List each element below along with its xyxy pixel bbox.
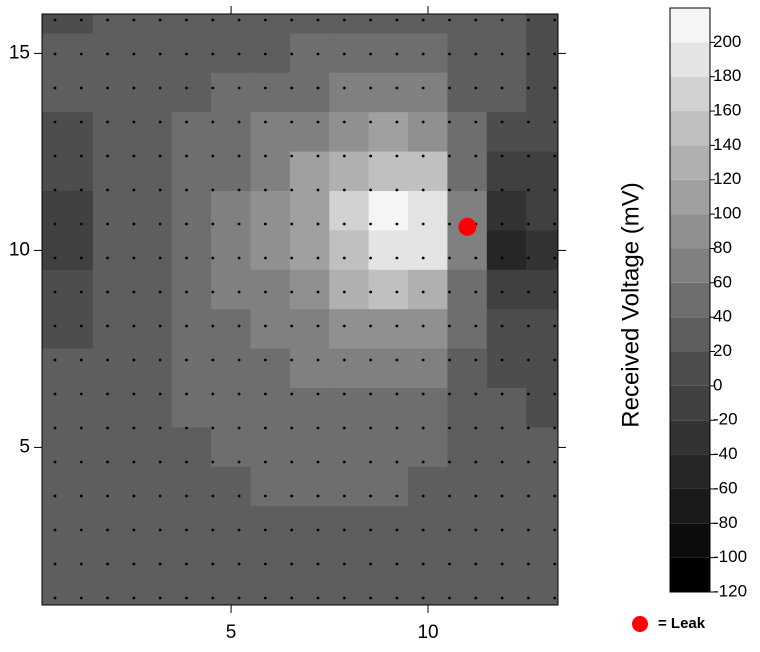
colorbar-band xyxy=(670,248,710,283)
colorbar-tick-label: 100 xyxy=(713,204,741,223)
colorbar-tick-label: -120 xyxy=(713,581,747,600)
colorbar-band xyxy=(670,523,710,558)
colorbar-band xyxy=(670,454,710,489)
colorbar-tick-label: 0 xyxy=(713,375,722,394)
colorbar-band xyxy=(670,282,710,318)
x-tick-label: 5 xyxy=(226,622,237,643)
colorbar-tick-label: 180 xyxy=(713,66,741,85)
leak-legend-label: = Leak xyxy=(658,615,706,632)
colorbar-band xyxy=(670,145,710,180)
x-tick-label: 10 xyxy=(417,622,438,643)
colorbar-tick-label: 200 xyxy=(713,32,741,51)
colorbar-tick-label: 160 xyxy=(713,101,741,120)
colorbar-tick-label: -60 xyxy=(713,478,738,497)
colorbar-band xyxy=(670,351,710,386)
plot-frame xyxy=(41,13,559,606)
colorbar-band xyxy=(670,420,710,455)
measurement-grid xyxy=(42,14,558,605)
axes: 5 10 5 10 15 xyxy=(9,6,648,643)
colorbar-band xyxy=(670,8,710,43)
y-tick-label: 10 xyxy=(9,239,30,260)
colorbar-tick-label: -20 xyxy=(713,410,738,429)
colorbar: -120 -100 -80 -60 -40 -20 0 20 40 60 80 100 120 140 16… xyxy=(669,7,747,600)
colorbar-band xyxy=(670,76,710,112)
colorbar-band xyxy=(670,385,710,421)
colorbar-band xyxy=(670,488,710,524)
colorbar-tick-label: 20 xyxy=(713,341,732,360)
y-tick-label: 15 xyxy=(9,42,30,63)
colorbar-band xyxy=(670,557,710,592)
colorbar-tick-label: 140 xyxy=(713,135,741,154)
colorbar-label: Received Voltage (mV) xyxy=(617,182,644,427)
colorbar-band xyxy=(670,317,710,352)
colorbar-tick-label: -40 xyxy=(713,444,738,463)
colorbar-tick-label: 120 xyxy=(713,169,741,188)
colorbar-tick-label: -100 xyxy=(713,547,747,566)
leak-marker xyxy=(458,217,477,236)
colorbar-frame xyxy=(669,7,711,593)
colorbar-tick-label: 40 xyxy=(713,307,732,326)
colorbar-band xyxy=(670,42,710,77)
colorbar-band xyxy=(670,179,710,215)
y-tick-label: 5 xyxy=(19,436,30,457)
colorbar-tick-label: 60 xyxy=(713,272,732,291)
leak-legend-marker xyxy=(632,616,648,632)
colorbar-tick-label: -80 xyxy=(713,513,738,532)
colorbar-tick-label: 80 xyxy=(713,238,732,257)
colorbar-band xyxy=(670,214,710,249)
colorbar-band xyxy=(670,111,710,146)
